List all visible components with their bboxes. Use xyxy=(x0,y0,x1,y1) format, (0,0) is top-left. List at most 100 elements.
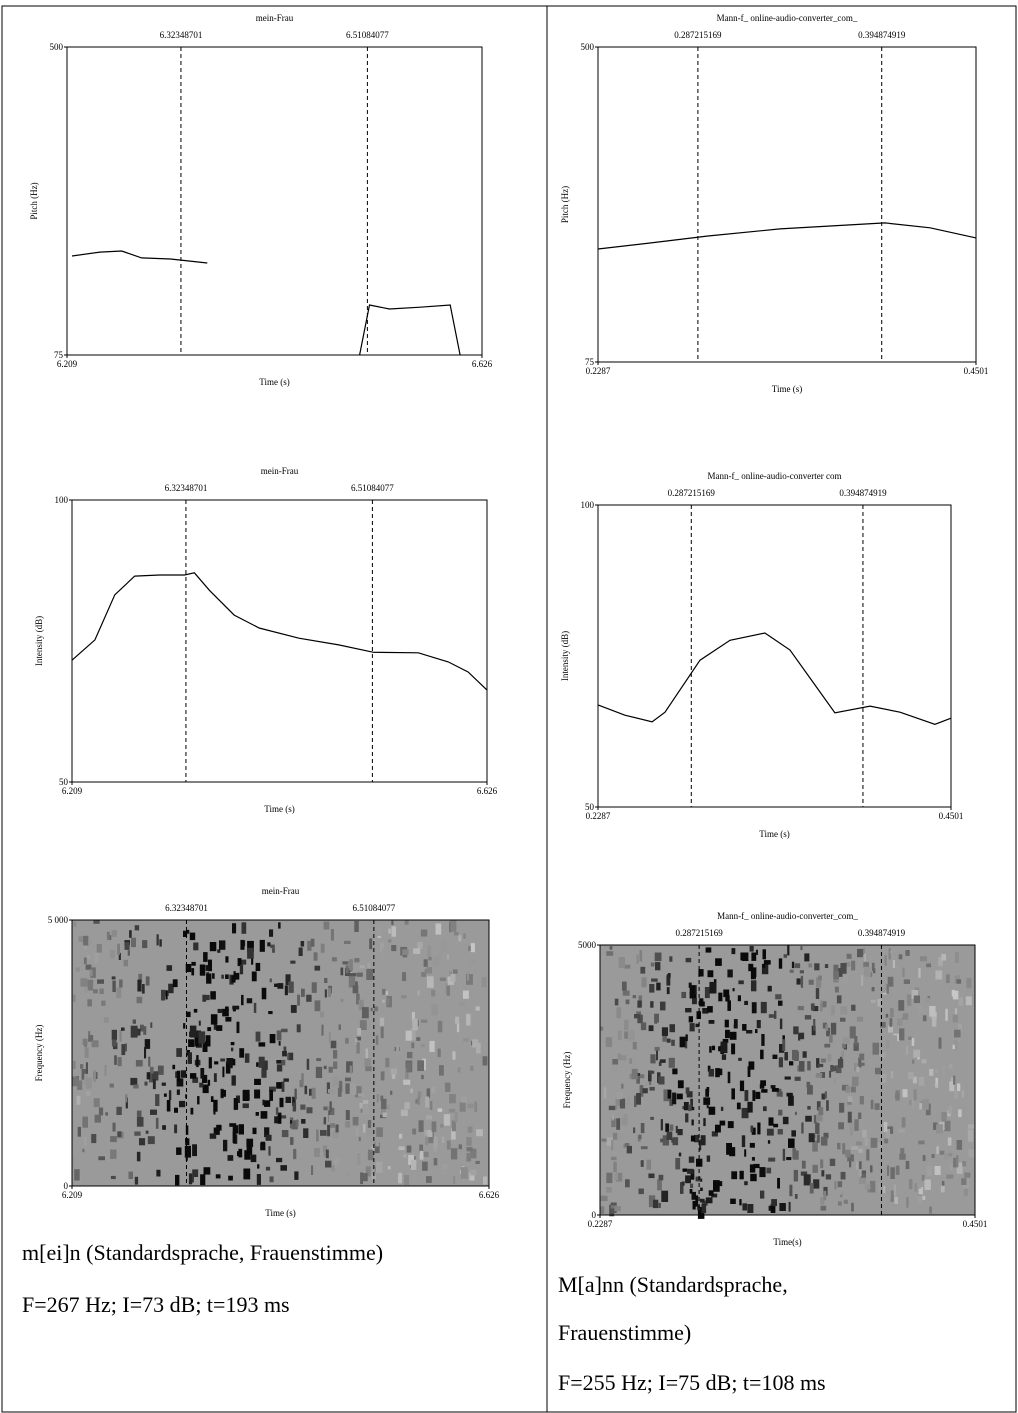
spectrogram-texture xyxy=(706,1155,711,1162)
spectrogram-texture xyxy=(794,1111,797,1115)
spectrogram-texture xyxy=(846,953,852,959)
spectrogram-texture xyxy=(749,946,754,952)
spectrogram-texture xyxy=(190,1073,197,1079)
spectrogram-texture xyxy=(779,1044,785,1053)
spectrogram-texture xyxy=(613,1161,617,1173)
spectrogram-texture xyxy=(761,964,769,975)
spectrogram-texture xyxy=(362,1100,369,1108)
spectrogram-texture xyxy=(114,1055,117,1065)
spectrogram-texture xyxy=(460,1167,468,1179)
spectrogram-texture xyxy=(667,1089,672,1099)
spectrogram-texture xyxy=(476,1043,481,1054)
spectrogram-texture xyxy=(792,1049,798,1060)
spectrogram-texture xyxy=(442,1164,448,1170)
spectrogram-texture xyxy=(682,1168,688,1172)
spectrogram-texture xyxy=(425,1096,429,1108)
spectrogram-texture xyxy=(380,1107,387,1117)
spectrogram-texture xyxy=(611,1114,614,1121)
spectrogram-texture xyxy=(117,1057,122,1067)
spectrogram-texture xyxy=(906,994,912,1006)
spectrogram-texture xyxy=(404,1102,410,1110)
spectrogram-texture xyxy=(110,1149,117,1159)
spectrogram-texture xyxy=(699,1178,703,1182)
spectrogram-texture xyxy=(715,1068,720,1078)
spectrogram-texture xyxy=(776,1088,782,1097)
spectrogram-texture xyxy=(964,1172,971,1178)
spectrogram-texture xyxy=(756,1020,761,1029)
spectrogram-texture xyxy=(820,1002,823,1012)
spectrogram-texture xyxy=(83,1136,87,1146)
spectrogram-texture xyxy=(344,940,351,944)
spectrogram-texture xyxy=(760,1080,766,1086)
spectrogram-texture xyxy=(416,1037,421,1041)
spectrogram-texture xyxy=(403,1154,407,1158)
spectrogram-texture xyxy=(669,1024,675,1033)
spectrogram-texture xyxy=(381,1098,387,1110)
spectrogram-texture xyxy=(328,1031,331,1044)
spectrogram-texture xyxy=(661,1027,668,1036)
spectrogram-texture xyxy=(666,974,669,981)
spectrogram-texture xyxy=(606,1137,614,1146)
spectrogram-texture xyxy=(742,1203,747,1211)
spectrogram-texture xyxy=(921,1059,927,1064)
spectrogram-texture xyxy=(870,1165,873,1173)
spectrogram-texture xyxy=(225,1006,229,1011)
spectrogram-texture xyxy=(111,930,117,937)
spectrogram-texture xyxy=(121,1027,125,1031)
spectrogram-texture xyxy=(244,1150,251,1160)
spectrogram-texture xyxy=(247,940,254,952)
spectrogram-texture xyxy=(396,1043,400,1056)
spectrogram-texture xyxy=(767,1140,771,1144)
spectrogram-texture xyxy=(349,973,357,977)
spectrogram-texture xyxy=(899,1153,906,1160)
spectrogram-texture xyxy=(940,1185,945,1193)
spectrogram-texture xyxy=(854,1119,859,1131)
spectrogram-texture xyxy=(902,1013,909,1020)
spectrogram-texture xyxy=(453,1176,456,1184)
spectrogram-texture xyxy=(858,1177,866,1184)
spectrogram-texture xyxy=(715,958,722,966)
spectrogram-texture xyxy=(443,1114,451,1126)
spectrogram-texture xyxy=(719,1120,726,1126)
spectrogram-texture xyxy=(203,952,208,962)
spectrogram-texture xyxy=(898,954,903,960)
spectrogram-texture xyxy=(601,1138,609,1142)
spectrogram-texture xyxy=(232,1005,240,1010)
spectrogram-texture xyxy=(772,1054,778,1059)
spectrogram-texture xyxy=(294,1171,299,1180)
spectrogram-texture xyxy=(323,1106,328,1111)
spectrogram-texture xyxy=(304,1085,308,1095)
spectrogram-texture xyxy=(349,959,353,971)
spectrogram-texture xyxy=(212,973,215,979)
spectrogram-texture xyxy=(751,1127,756,1135)
y-axis-label: Pitch (Hz) xyxy=(560,186,570,223)
spectrogram-texture xyxy=(403,1079,409,1084)
spectrogram-texture xyxy=(449,1094,456,1104)
spectrogram-texture xyxy=(254,1089,261,1099)
spectrogram-texture xyxy=(77,1080,83,1090)
spectrogram-texture xyxy=(658,1174,664,1181)
spectrogram-texture xyxy=(793,1026,799,1035)
spectrogram-texture xyxy=(223,1139,228,1152)
spectrogram-texture xyxy=(742,952,749,961)
spectrogram-texture xyxy=(441,941,447,953)
spectrogram-texture xyxy=(338,964,343,969)
spectrogram-texture xyxy=(233,972,240,980)
spectrogram-texture xyxy=(417,942,423,949)
spectrogram-texture xyxy=(323,1065,327,1070)
spectrogram-texture xyxy=(778,1109,783,1116)
spectrogram-texture xyxy=(608,1105,616,1111)
spectrogram-texture xyxy=(359,1020,367,1030)
spectrogram-texture xyxy=(355,1128,359,1136)
spectrogram-texture xyxy=(470,943,475,953)
spectrogram-texture xyxy=(792,1150,799,1160)
spectrogram-texture xyxy=(926,963,931,968)
spectrogram-texture xyxy=(112,1122,116,1132)
spectrogram-texture xyxy=(424,1129,429,1136)
spectrogram-texture xyxy=(703,1118,706,1127)
spectrogram-texture xyxy=(931,1154,935,1158)
spectrogram-texture xyxy=(689,992,697,999)
spectrogram-texture xyxy=(691,1191,696,1200)
spectrogram-texture xyxy=(874,1103,880,1110)
spectrogram-texture xyxy=(614,1206,621,1212)
